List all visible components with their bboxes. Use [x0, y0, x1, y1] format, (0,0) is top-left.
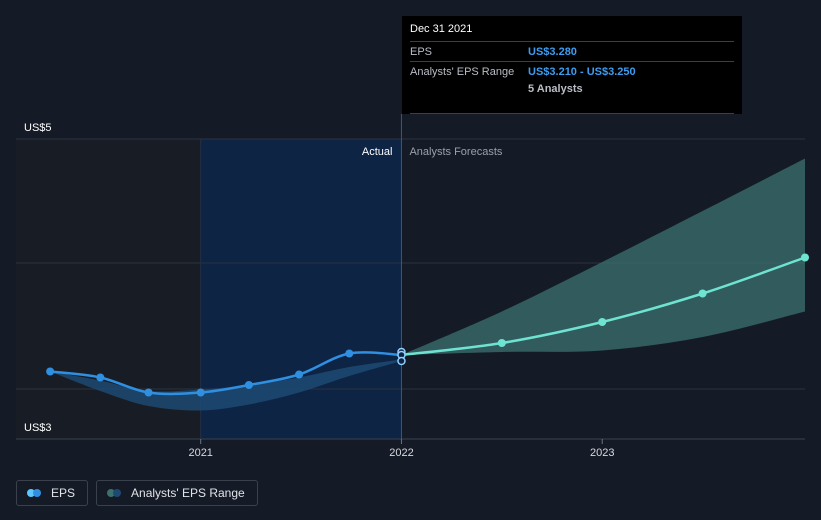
range-dots-icon — [107, 489, 123, 497]
tooltip-analysts-count: 5 Analysts — [528, 83, 583, 95]
actual-region-label: Actual — [362, 146, 393, 158]
tooltip: Dec 31 2021 EPS US$3.280 Analysts' EPS R… — [402, 16, 742, 114]
eps-dots-icon — [27, 489, 43, 497]
x-tick-label: 2021 — [188, 447, 212, 459]
eps-actual-line — [49, 351, 402, 396]
legend-label-range: Analysts' EPS Range — [131, 486, 245, 500]
eps-point[interactable] — [196, 388, 205, 397]
eps-points — [46, 253, 809, 397]
tooltip-range-row: Analysts' EPS Range US$3.210 - US$3.250 … — [410, 62, 734, 114]
forecast-point[interactable] — [698, 289, 707, 298]
x-axis: 2021 2022 2023 — [188, 439, 614, 459]
legend-item-eps[interactable]: EPS — [16, 480, 89, 506]
x-tick-label: 2022 — [389, 447, 413, 459]
legend: EPS Analysts' EPS Range — [16, 480, 258, 506]
y-axis-label: US$5 — [24, 122, 52, 134]
forecast-point[interactable] — [801, 253, 809, 262]
forecast-point[interactable] — [598, 318, 607, 326]
tooltip-range-label: Analysts' EPS Range — [410, 66, 515, 78]
tooltip-eps-row: EPS US$3.280 — [410, 42, 734, 62]
eps-point[interactable] — [244, 381, 253, 389]
forecast-point[interactable] — [497, 339, 506, 347]
tooltip-eps-label: EPS — [410, 46, 433, 58]
eps-point[interactable] — [96, 373, 105, 382]
tooltip-date: Dec 31 2021 — [410, 23, 734, 42]
eps-point[interactable] — [46, 367, 55, 376]
legend-label-eps: EPS — [51, 486, 76, 500]
eps-point[interactable] — [295, 370, 304, 379]
tooltip-marker — [397, 356, 406, 366]
x-tick-label: 2023 — [590, 447, 614, 459]
eps-point[interactable] — [345, 349, 354, 358]
eps-point[interactable] — [144, 388, 153, 397]
forecast-range-band — [401, 158, 805, 355]
y-axis-label: US$3 — [24, 422, 52, 434]
tooltip-eps-value: US$3.280 — [528, 46, 577, 58]
y-axis: US$5 US$3 — [24, 122, 52, 434]
legend-item-range[interactable]: Analysts' EPS Range — [96, 480, 258, 506]
forecast-region-label: Analysts Forecasts — [409, 146, 502, 158]
tooltip-range-value: US$3.210 - US$3.250 — [528, 66, 636, 78]
historic-range-band — [50, 359, 402, 411]
